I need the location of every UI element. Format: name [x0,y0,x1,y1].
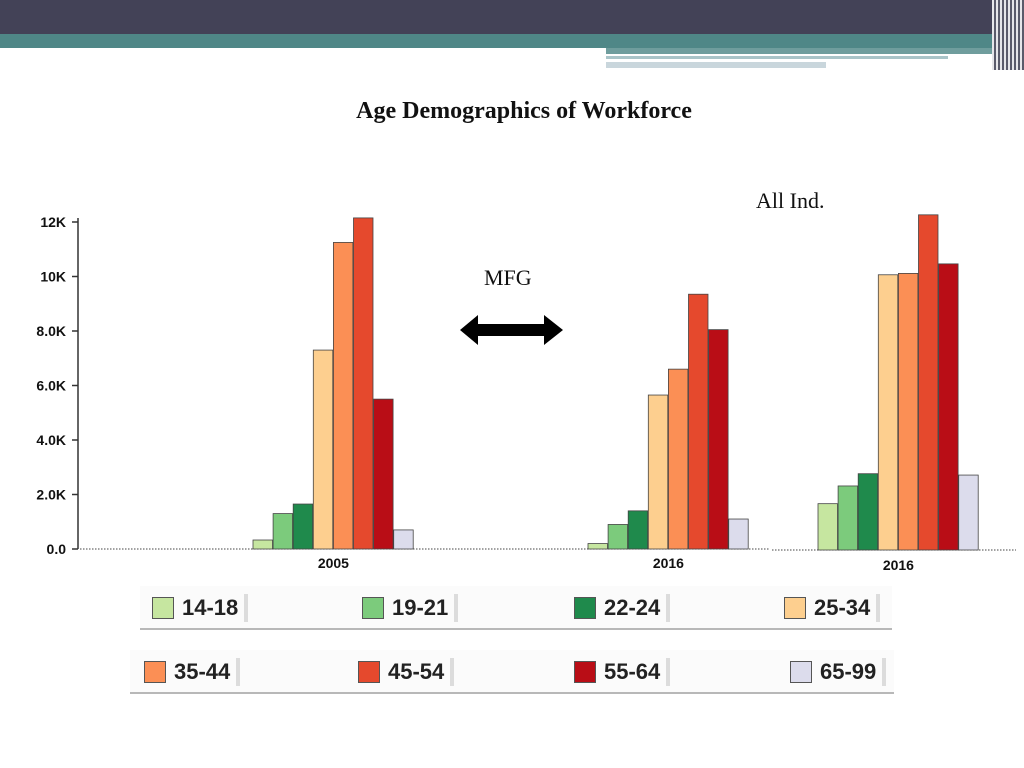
header-accent-line-light [606,62,826,68]
legend-swatch [362,597,384,619]
legend-label: 14-18 [182,595,239,620]
bar [938,263,959,551]
legend-label: 45-54 [388,659,445,684]
legend-item: 35-44 [144,658,241,686]
bar [837,485,858,551]
y-tick-label: 4.0K [36,432,66,448]
legend-item: 22-24 [574,594,671,622]
bar [647,394,669,550]
y-tick-label: 12K [40,214,66,230]
header-accent-band [606,48,1024,54]
y-tick-label: 10K [40,269,66,285]
bar [728,518,749,550]
y-tick-label: 6.0K [36,378,66,394]
legend-swatch [574,597,596,619]
legend-item: 65-99 [790,658,887,686]
header-teal-band [0,34,1024,48]
y-axis: 0.0 2.0K 4.0K 6.0K 8.0K 10K 12K [36,214,1016,557]
legend-row-2: 35-44 45-54 55-64 65-99 [130,650,894,694]
bar [393,529,414,550]
bar [877,274,899,551]
legend-item: 19-21 [362,594,459,622]
legend-swatch [574,661,596,683]
group-label: 2016 [653,555,684,571]
bar [918,214,939,551]
legend-swatch [790,661,812,683]
bar [312,349,334,550]
bar [688,293,709,550]
legend-swatch [144,661,166,683]
y-tick-label: 0.0 [47,541,67,557]
manufacturing-label: MFG [484,265,532,290]
legend-label: 35-44 [174,659,231,684]
group-label: 2016 [883,557,914,573]
legend-item: 55-64 [574,658,671,686]
legend-row-1: 14-18 19-21 22-24 25-34 [140,586,892,630]
y-tick-label: 2.0K [36,487,66,503]
header-dark-band [0,0,1024,34]
bar [373,398,394,550]
bar [587,543,608,550]
legend-label: 65-99 [820,659,877,684]
header-stripes-decoration [992,0,1024,70]
group-labels: 2005 2016 2016 [318,555,914,573]
legend-swatch [152,597,174,619]
legend-swatch [358,661,380,683]
bar [292,503,314,550]
bar [898,273,919,551]
page-title: Age Demographics of Workforce [356,98,692,124]
bar [817,503,838,551]
bar [958,474,979,551]
legend-item: 45-54 [358,658,455,686]
legend-label: 19-21 [392,595,449,620]
legend-item: 14-18 [152,594,249,622]
legend-swatch [784,597,806,619]
bar [272,513,294,550]
legend-label: 55-64 [604,659,661,684]
bar [627,510,649,550]
all-industries-label: All Ind. [756,188,825,213]
bar [607,524,628,550]
bar [252,539,273,550]
bar [332,242,354,550]
bar [708,329,729,550]
group-label: 2005 [318,555,349,571]
bar-chart: 0.0 2.0K 4.0K 6.0K 8.0K 10K 12K 2005 2016 2016 [36,214,1016,573]
bar [857,473,879,551]
header-accent-line [606,56,948,59]
double-arrow-icon [460,315,563,345]
y-tick-label: 8.0K [36,323,66,339]
legend-item: 25-34 [784,594,881,622]
legend-label: 25-34 [814,595,871,620]
bar [353,217,374,550]
bars [252,214,979,551]
bar [668,368,689,550]
legend-label: 22-24 [604,595,661,620]
